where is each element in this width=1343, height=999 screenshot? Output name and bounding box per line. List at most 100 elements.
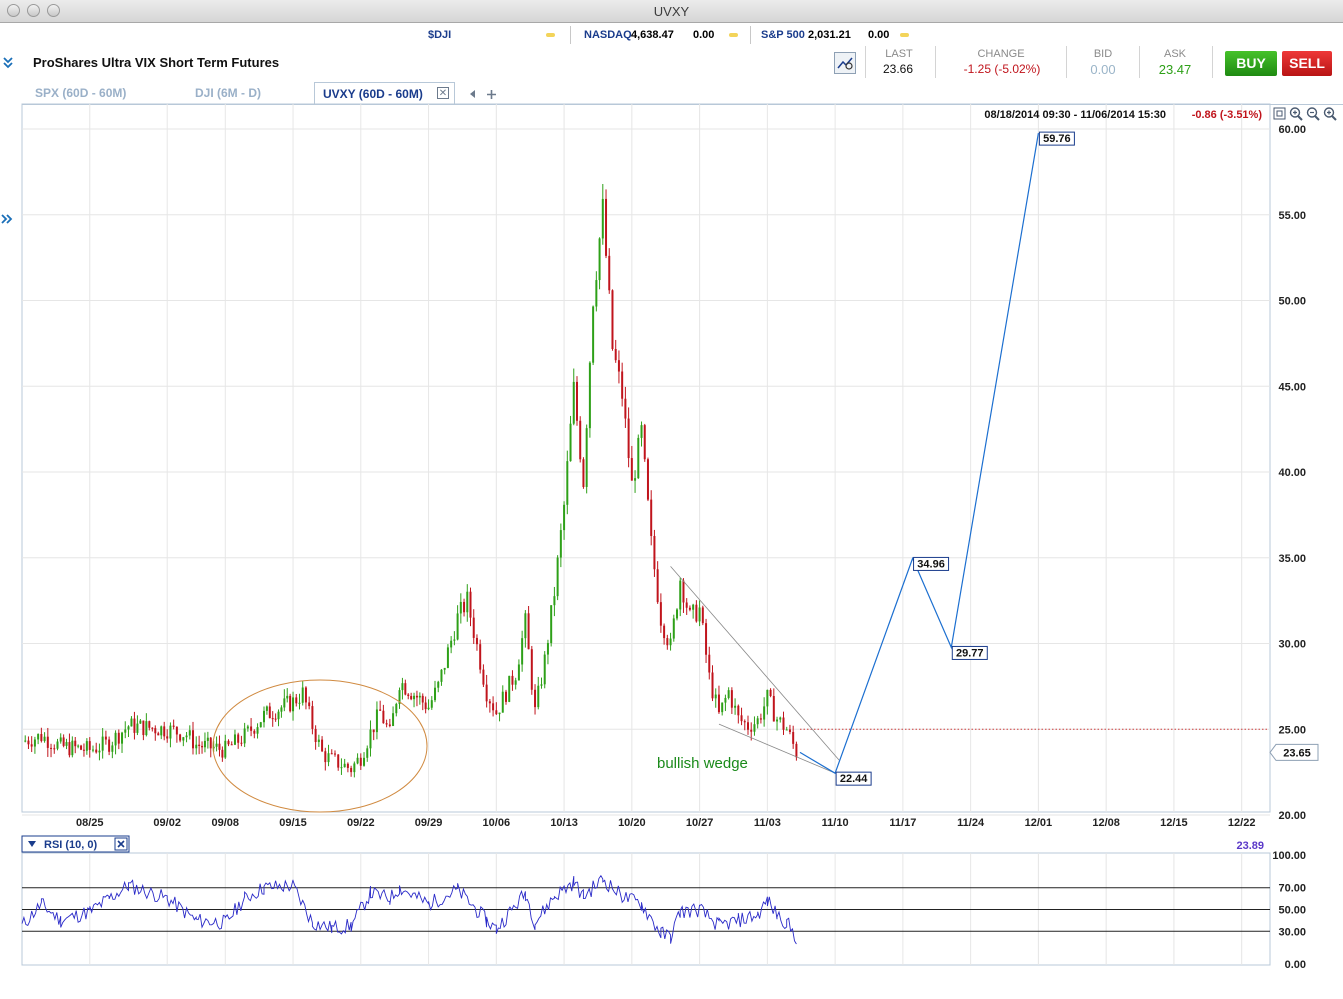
ticker-dji-symbol[interactable]: $DJI bbox=[428, 29, 452, 41]
chart-range-change: -0.86 (-3.51%) bbox=[1192, 109, 1263, 121]
candle-body bbox=[395, 703, 398, 714]
candle-body bbox=[230, 744, 233, 746]
bid-value: 0.00 bbox=[1090, 62, 1116, 77]
candle-body bbox=[424, 702, 427, 710]
candle-body bbox=[227, 740, 230, 745]
tab-dji[interactable]: DJI (6M - D) bbox=[195, 86, 261, 100]
rsi-close-icon[interactable] bbox=[114, 837, 128, 851]
candle-body bbox=[277, 711, 280, 720]
projection-label: 59.76 bbox=[1043, 133, 1071, 145]
tab-uvxy[interactable]: UVXY (60D - 60M) bbox=[314, 82, 455, 104]
zoom-window-button[interactable] bbox=[47, 4, 60, 17]
sell-button[interactable]: SELL bbox=[1282, 51, 1332, 76]
candle-body bbox=[401, 683, 404, 691]
zoom-in-icon[interactable] bbox=[1289, 107, 1303, 121]
candle-body bbox=[688, 607, 691, 610]
zoom-reset-icon[interactable] bbox=[1323, 107, 1337, 121]
candle-body bbox=[43, 736, 46, 742]
quote-separator bbox=[1066, 46, 1067, 78]
candle-body bbox=[263, 710, 265, 723]
quote-separator bbox=[1212, 46, 1213, 78]
candle-body bbox=[466, 591, 469, 613]
candle-body bbox=[185, 735, 188, 738]
projection-label: 22.44 bbox=[840, 773, 868, 785]
change-label: CHANGE bbox=[977, 48, 1025, 60]
candle-body bbox=[30, 744, 33, 747]
x-tick-label: 09/22 bbox=[347, 817, 375, 829]
rsi-y-tick-label: 100.00 bbox=[1272, 850, 1306, 862]
candle-body bbox=[630, 458, 633, 481]
candle-body bbox=[640, 425, 643, 438]
candle-body bbox=[721, 702, 724, 713]
candle-body bbox=[114, 732, 117, 746]
collapse-down-icon[interactable] bbox=[3, 57, 13, 69]
candle-body bbox=[579, 420, 582, 460]
tab-spx[interactable]: SPX (60D - 60M) bbox=[35, 86, 127, 100]
candle-body bbox=[71, 740, 74, 756]
projection-label: 34.96 bbox=[917, 558, 945, 570]
rsi-dropdown-icon[interactable] bbox=[28, 841, 36, 847]
candle-body bbox=[653, 535, 656, 570]
x-tick-label: 12/15 bbox=[1160, 817, 1188, 829]
expand-right-icon[interactable] bbox=[1, 214, 13, 224]
candle-body bbox=[124, 729, 127, 733]
candle-body bbox=[498, 712, 501, 715]
close-window-button[interactable] bbox=[7, 4, 20, 17]
candle-body bbox=[469, 591, 472, 618]
candle-body bbox=[743, 721, 746, 723]
close-tab-icon[interactable]: ✕ bbox=[437, 87, 449, 99]
x-tick-label: 10/06 bbox=[483, 817, 511, 829]
minimize-window-button[interactable] bbox=[27, 4, 40, 17]
buy-button[interactable]: BUY bbox=[1225, 51, 1277, 76]
candle-body bbox=[148, 721, 151, 728]
x-tick-label: 08/25 bbox=[76, 817, 104, 829]
candle-body bbox=[192, 730, 195, 749]
wedge-upper-line bbox=[670, 566, 840, 761]
candle-body bbox=[505, 691, 507, 702]
candle-body bbox=[356, 757, 359, 764]
candle-body bbox=[292, 697, 295, 712]
candle-body bbox=[240, 742, 243, 744]
candle-body bbox=[769, 689, 772, 697]
candle-body bbox=[139, 720, 142, 724]
candle-body bbox=[218, 743, 221, 750]
candle-body bbox=[46, 736, 49, 748]
candle-body bbox=[666, 638, 669, 646]
candle-body bbox=[795, 743, 798, 758]
candle-body bbox=[95, 749, 98, 753]
candle-body bbox=[104, 736, 107, 740]
candle-body bbox=[346, 763, 349, 768]
ticker-nasdaq-symbol[interactable]: NASDAQ bbox=[584, 29, 632, 41]
chart-tool-icon[interactable] bbox=[834, 52, 856, 74]
candle-body bbox=[440, 669, 443, 682]
candle-body bbox=[782, 717, 785, 730]
ticker-sp500-change: 0.00 bbox=[868, 29, 889, 41]
window-titlebar: UVXY bbox=[0, 0, 1343, 23]
candle-body bbox=[727, 690, 730, 698]
candle-body bbox=[333, 753, 336, 755]
ticker-sp500-value: 2,031.21 bbox=[808, 29, 851, 41]
consolidation-circle bbox=[212, 679, 428, 813]
candle-body bbox=[708, 654, 711, 673]
scroll-tabs-left-icon[interactable] bbox=[468, 89, 476, 99]
candle-body bbox=[337, 754, 340, 768]
zoom-out-icon[interactable] bbox=[1306, 107, 1320, 121]
candle-body bbox=[117, 732, 120, 744]
candle-body bbox=[62, 737, 65, 746]
candle-body bbox=[410, 696, 413, 700]
ticker-sp500-symbol[interactable]: S&P 500 bbox=[761, 29, 805, 41]
zoom-toolbar bbox=[1273, 107, 1337, 121]
add-tab-icon[interactable] bbox=[486, 89, 497, 100]
candle-body bbox=[212, 746, 215, 749]
ticker-nasdaq-change: 0.00 bbox=[693, 29, 714, 41]
last-value: 23.66 bbox=[882, 62, 914, 76]
candle-body bbox=[379, 709, 382, 711]
rsi-label-box bbox=[21, 835, 130, 853]
candle-body bbox=[611, 290, 614, 349]
x-tick-label: 09/02 bbox=[153, 817, 181, 829]
candle-body bbox=[65, 742, 68, 746]
x-tick-label: 11/03 bbox=[754, 817, 781, 829]
fit-chart-icon[interactable] bbox=[1273, 107, 1286, 120]
